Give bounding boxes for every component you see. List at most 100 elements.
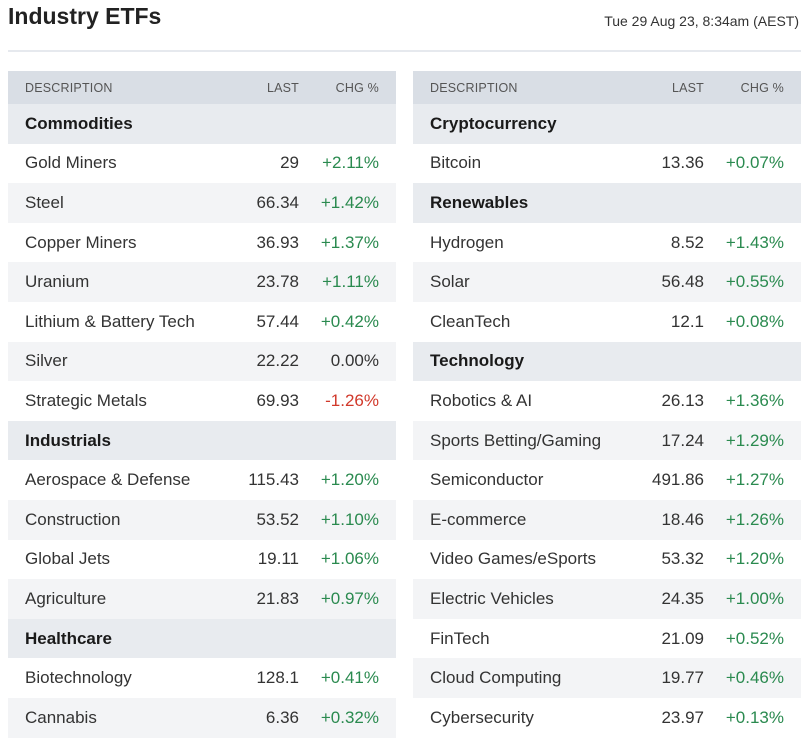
timestamp: Tue 29 Aug 23, 8:34am (AEST) <box>604 13 799 29</box>
etf-description[interactable]: Construction <box>25 509 121 529</box>
etf-description[interactable]: Sports Betting/Gaming <box>430 430 602 450</box>
etf-description[interactable]: Biotechnology <box>25 668 132 688</box>
etf-description[interactable]: Solar <box>430 272 470 292</box>
etf-description[interactable]: Bitcoin <box>430 153 482 173</box>
table-row[interactable]: Robotics & AI 26.13 +1.36% <box>413 381 801 421</box>
table-row[interactable]: CleanTech 12.1 +0.08% <box>413 302 801 342</box>
etf-change-percent: +0.42% <box>320 311 379 331</box>
etf-change-percent: +1.00% <box>725 588 784 608</box>
etf-description[interactable]: FinTech <box>430 628 490 648</box>
etf-change-percent: +0.08% <box>725 311 784 331</box>
group-header: Cryptocurrency <box>413 104 801 144</box>
column-header-row: DESCRIPTION LAST CHG % <box>8 71 396 104</box>
etf-change-percent: +0.52% <box>725 628 784 648</box>
etf-change-percent: +1.42% <box>320 192 379 212</box>
group-label: Renewables <box>430 192 529 212</box>
etf-last-price: 57.44 <box>256 311 299 331</box>
table-row[interactable]: Strategic Metals 69.93 -1.26% <box>8 381 396 421</box>
etf-last-price: 24.35 <box>661 588 704 608</box>
etf-description[interactable]: Cloud Computing <box>430 668 562 688</box>
table-row[interactable]: Steel 66.34 +1.42% <box>8 183 396 223</box>
etf-change-percent: +1.26% <box>725 509 784 529</box>
table-row[interactable]: Global Jets 19.11 +1.06% <box>8 540 396 580</box>
table-row[interactable]: E-commerce 18.46 +1.26% <box>413 499 801 540</box>
group-header: Technology <box>413 341 801 382</box>
table-row[interactable]: Gold Miners 29 +2.11% <box>8 144 396 184</box>
table-row[interactable]: Bitcoin 13.36 +0.07% <box>413 144 801 184</box>
table-row[interactable]: Uranium 23.78 +1.11% <box>8 262 396 302</box>
etf-description[interactable]: Gold Miners <box>25 153 117 173</box>
group-label: Commodities <box>25 113 133 133</box>
etf-change-percent: -1.26% <box>325 390 379 410</box>
table-row[interactable]: Cybersecurity 23.97 +0.13% <box>413 698 801 738</box>
table-row[interactable]: Cloud Computing 19.77 +0.46% <box>413 658 801 698</box>
table-row[interactable]: Semiconductor 491.86 +1.27% <box>413 460 801 500</box>
table-row[interactable]: Agriculture 21.83 +0.97% <box>8 579 396 619</box>
etf-description[interactable]: Semiconductor <box>430 470 544 490</box>
etf-description[interactable]: Aerospace & Defense <box>25 470 191 490</box>
etf-description[interactable]: Cannabis <box>25 707 97 727</box>
etf-description[interactable]: Global Jets <box>25 549 111 569</box>
etf-change-percent: +1.29% <box>725 430 784 450</box>
etf-description[interactable]: Uranium <box>25 272 90 292</box>
etf-description[interactable]: E-commerce <box>430 509 527 529</box>
etf-last-price: 115.43 <box>248 470 299 490</box>
table-row[interactable]: Silver 22.22 0.00% <box>8 341 396 382</box>
etf-change-percent: +0.41% <box>320 668 379 688</box>
etf-last-price: 13.36 <box>661 153 704 173</box>
etf-last-price: 128.1 <box>256 668 299 688</box>
column-header-description[interactable]: DESCRIPTION <box>25 80 113 95</box>
etf-last-price: 23.97 <box>661 707 704 727</box>
etf-change-percent: +1.20% <box>725 549 784 569</box>
left-etf-table: DESCRIPTION LAST CHG % Commodities Gold M… <box>8 71 396 738</box>
etf-last-price: 21.09 <box>661 628 704 648</box>
etf-description[interactable]: Electric Vehicles <box>430 588 554 608</box>
column-header-row: DESCRIPTION LAST CHG % <box>413 71 801 104</box>
etf-change-percent: +1.10% <box>320 509 379 529</box>
etf-description[interactable]: Lithium & Battery Tech <box>25 311 195 331</box>
group-header: Commodities <box>8 104 396 144</box>
etf-change-percent: +0.13% <box>725 707 784 727</box>
table-row[interactable]: FinTech 21.09 +0.52% <box>413 619 801 659</box>
etf-description[interactable]: Cybersecurity <box>430 707 534 727</box>
column-header-last[interactable]: LAST <box>266 80 299 95</box>
etf-description[interactable]: Copper Miners <box>25 232 137 252</box>
etf-last-price: 53.52 <box>256 509 299 529</box>
etf-description[interactable]: Strategic Metals <box>25 390 147 410</box>
etf-description[interactable]: CleanTech <box>430 311 511 331</box>
table-row[interactable]: Electric Vehicles 24.35 +1.00% <box>413 579 801 619</box>
etf-change-percent: +1.11% <box>322 272 379 292</box>
etf-last-price: 19.11 <box>257 549 299 569</box>
table-row[interactable]: Video Games/eSports 53.32 +1.20% <box>413 540 801 580</box>
etf-description[interactable]: Steel <box>25 192 64 212</box>
group-header: Renewables <box>413 183 801 223</box>
column-header-chg[interactable]: CHG % <box>335 80 379 95</box>
column-header-description[interactable]: DESCRIPTION <box>430 80 518 95</box>
column-header-last[interactable]: LAST <box>671 80 704 95</box>
etf-last-price: 26.13 <box>661 390 704 410</box>
etf-change-percent: +0.97% <box>320 588 379 608</box>
table-row[interactable]: Lithium & Battery Tech 57.44 +0.42% <box>8 302 396 342</box>
column-header-chg[interactable]: CHG % <box>740 80 784 95</box>
table-row[interactable]: Biotechnology 128.1 +0.41% <box>8 658 396 698</box>
table-row[interactable]: Aerospace & Defense 115.43 +1.20% <box>8 460 396 500</box>
etf-description[interactable]: Agriculture <box>25 588 107 608</box>
table-row[interactable]: Construction 53.52 +1.10% <box>8 499 396 540</box>
table-row[interactable]: Hydrogen 8.52 +1.43% <box>413 223 801 263</box>
table-row[interactable]: Sports Betting/Gaming 17.24 +1.29% <box>413 420 801 461</box>
etf-change-percent: +0.55% <box>725 272 784 292</box>
etf-last-price: 66.34 <box>256 192 299 212</box>
etf-description[interactable]: Video Games/eSports <box>430 549 596 569</box>
etf-description[interactable]: Hydrogen <box>430 232 504 252</box>
etf-last-price: 18.46 <box>661 509 704 529</box>
table-row[interactable]: Solar 56.48 +0.55% <box>413 262 801 302</box>
etf-change-percent: +1.20% <box>320 470 379 490</box>
etf-description[interactable]: Robotics & AI <box>430 390 533 410</box>
table-row[interactable]: Copper Miners 36.93 +1.37% <box>8 223 396 263</box>
group-label: Industrials <box>25 430 111 450</box>
table-row[interactable]: Cannabis 6.36 +0.32% <box>8 697 396 738</box>
etf-last-price: 17.24 <box>661 430 704 450</box>
page-title: Industry ETFs <box>8 3 162 29</box>
etf-description[interactable]: Silver <box>25 351 68 371</box>
header-divider <box>8 50 801 52</box>
